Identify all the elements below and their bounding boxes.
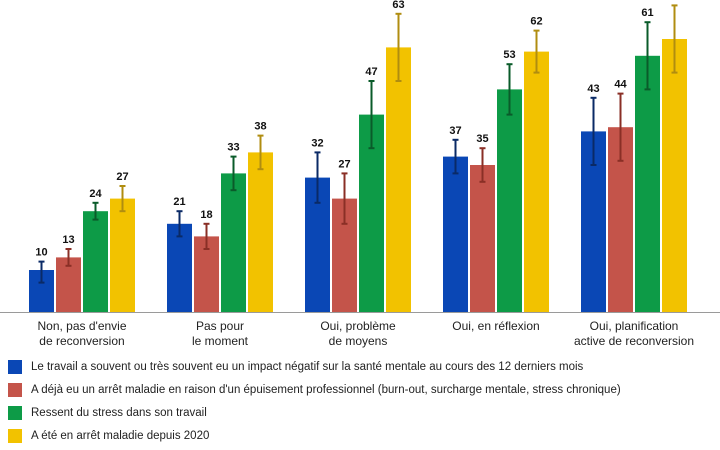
bar-g1-s3: [248, 152, 273, 312]
value-label-g1-s3: 38: [254, 121, 266, 133]
value-label-g0-s1: 13: [62, 234, 74, 246]
legend-label-3: A été en arrêt maladie depuis 2020: [31, 429, 210, 442]
category-label-0-line-1: de reconversion: [39, 334, 124, 348]
category-label-2-line-1: de moyens: [329, 334, 388, 348]
value-label-g1-s2: 33: [227, 142, 239, 154]
legend-label-2: Ressent du stress dans son travail: [31, 406, 207, 419]
value-label-g3-s3: 62: [530, 16, 542, 28]
bar-g3-s0: [443, 156, 468, 312]
legend-label-1: A déjà eu un arrêt maladie en raison d'u…: [31, 383, 621, 396]
legend-item-2: Ressent du stress dans son travail: [8, 401, 720, 424]
value-label-g4-s2: 61: [641, 7, 653, 19]
value-label-g2-s1: 27: [338, 158, 350, 170]
legend-item-0: Le travail a souvent ou très souvent eu …: [8, 355, 720, 378]
value-label-g0-s3: 27: [116, 171, 128, 183]
bar-g1-s2: [221, 173, 246, 312]
value-label-g2-s2: 47: [365, 66, 377, 78]
bar-g3-s3: [524, 51, 549, 312]
legend-item-3: A été en arrêt maladie depuis 2020: [8, 424, 720, 447]
legend-swatch-1: [8, 382, 22, 397]
category-label-1-line-0: Pas pour: [196, 319, 244, 333]
value-label-g4-s1: 44: [614, 79, 627, 91]
value-label-g0-s0: 10: [35, 247, 47, 259]
bar-g4-s2: [635, 55, 660, 313]
value-label-g3-s1: 35: [476, 133, 488, 145]
value-label-g4-s3: 65: [668, 0, 680, 2]
bar-g3-s1: [470, 165, 495, 312]
category-label-0-line-0: Non, pas d'envie: [37, 319, 126, 333]
value-label-g1-s1: 18: [200, 209, 212, 221]
value-label-g1-s0: 21: [173, 196, 185, 208]
value-label-g0-s2: 24: [89, 188, 102, 200]
category-label-3-line-0: Oui, en réflexion: [452, 319, 539, 333]
bar-g3-s2: [497, 89, 522, 313]
category-label-4-line-0: Oui, planification: [590, 319, 679, 333]
bar-g0-s3: [110, 198, 135, 312]
bar-g2-s3: [386, 47, 411, 313]
value-label-g4-s0: 43: [587, 83, 599, 95]
category-label-1-line-1: le moment: [192, 334, 249, 348]
legend-swatch-3: [8, 428, 22, 443]
category-label-2-line-0: Oui, problème: [320, 319, 396, 333]
value-label-g3-s0: 37: [449, 125, 461, 137]
category-label-4-line-1: active de reconversion: [574, 334, 694, 348]
bar-g1-s0: [167, 223, 192, 312]
legend-swatch-0: [8, 359, 22, 374]
legend-label-0: Le travail a souvent ou très souvent eu …: [31, 360, 584, 373]
legend: Le travail a souvent ou très souvent eu …: [8, 355, 720, 447]
legend-swatch-2: [8, 405, 22, 420]
value-label-g2-s0: 32: [311, 137, 323, 149]
bar-g4-s3: [662, 39, 687, 312]
value-label-g3-s2: 53: [503, 49, 515, 61]
bar-g0-s2: [83, 211, 108, 312]
legend-item-1: A déjà eu un arrêt maladie en raison d'u…: [8, 378, 720, 401]
value-label-g2-s3: 63: [392, 0, 404, 11]
